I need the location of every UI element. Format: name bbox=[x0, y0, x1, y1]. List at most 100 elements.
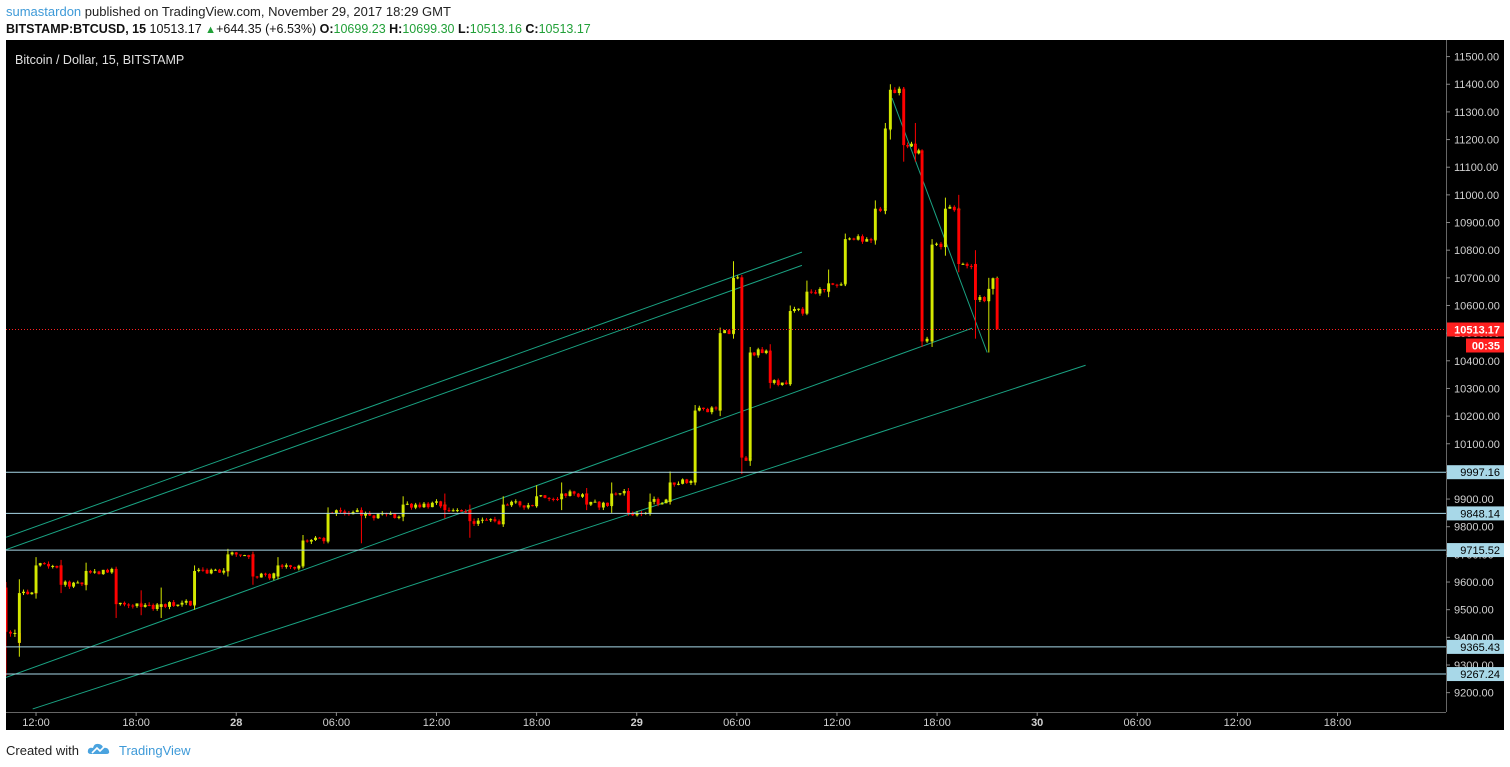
candle-body bbox=[84, 570, 88, 585]
candle-body bbox=[780, 382, 784, 386]
candle-body bbox=[752, 352, 756, 356]
candle-body bbox=[143, 604, 147, 607]
candle-body bbox=[865, 239, 869, 242]
drawing-layer bbox=[5, 97, 1086, 710]
candle-body bbox=[893, 89, 897, 94]
chart-container[interactable]: 9200.009300.009400.009500.009600.009700.… bbox=[4, 40, 1504, 730]
candle-body bbox=[389, 513, 393, 515]
candle-body bbox=[772, 380, 776, 383]
candle-body bbox=[564, 493, 568, 496]
candle-body bbox=[59, 565, 63, 585]
trend-line bbox=[891, 97, 988, 353]
candle-body bbox=[710, 407, 714, 413]
candle-body bbox=[589, 501, 593, 505]
candle-body bbox=[255, 576, 259, 578]
candle-body bbox=[276, 565, 280, 577]
time-tick-label: 12:00 bbox=[423, 717, 451, 729]
candle-body bbox=[63, 581, 67, 585]
trend-line bbox=[5, 264, 803, 551]
price-tick-label: 10600.00 bbox=[1454, 300, 1500, 312]
candle-body bbox=[973, 264, 977, 300]
candle-body bbox=[426, 503, 430, 508]
candle-body bbox=[42, 563, 46, 565]
candle-body bbox=[251, 554, 255, 577]
candle-body bbox=[917, 150, 921, 154]
candle-body bbox=[264, 573, 267, 575]
time-tick-label: 18:00 bbox=[923, 717, 951, 729]
candle-body bbox=[948, 206, 952, 209]
candle-body bbox=[978, 297, 982, 300]
candle-body bbox=[788, 311, 792, 383]
candle-body bbox=[55, 565, 59, 568]
candle-body bbox=[293, 566, 297, 569]
candle-body bbox=[101, 569, 105, 575]
candle-body bbox=[648, 501, 652, 513]
candle-body bbox=[952, 206, 956, 211]
candle-body bbox=[861, 236, 864, 242]
candle-body bbox=[289, 565, 292, 567]
candle-body bbox=[939, 243, 943, 248]
candle-body bbox=[672, 482, 676, 485]
price-axis: 9200.009300.009400.009500.009600.009700.… bbox=[1446, 40, 1504, 730]
candle-body bbox=[172, 602, 176, 606]
candle-body bbox=[339, 510, 343, 512]
low-value: 10513.16 bbox=[469, 22, 522, 36]
price-chart[interactable]: 9200.009300.009400.009500.009600.009700.… bbox=[4, 40, 1504, 730]
candle-body bbox=[460, 510, 463, 512]
tradingview-link[interactable]: TradingView bbox=[118, 743, 191, 758]
candle-body bbox=[176, 604, 180, 606]
time-tick-label: 12:00 bbox=[22, 717, 50, 729]
candle-body bbox=[768, 352, 772, 383]
trend-line bbox=[5, 327, 973, 678]
candle-body bbox=[397, 516, 401, 518]
candle-body bbox=[393, 513, 397, 518]
candle-body bbox=[568, 491, 572, 496]
candle-body bbox=[314, 537, 317, 540]
trend-line bbox=[5, 251, 803, 538]
candle-body bbox=[213, 569, 217, 571]
candle-body bbox=[930, 244, 934, 342]
candle-body bbox=[472, 521, 476, 524]
candle-body bbox=[547, 497, 551, 499]
candle-body bbox=[155, 604, 159, 609]
candle-body bbox=[343, 511, 347, 514]
candle-body bbox=[418, 504, 422, 508]
candle-body bbox=[910, 143, 913, 147]
candle-body bbox=[760, 349, 764, 354]
candle-body bbox=[631, 512, 635, 516]
candle-body bbox=[497, 521, 501, 525]
publisher-username[interactable]: sumastardon bbox=[6, 4, 82, 19]
countdown-box bbox=[1466, 338, 1504, 353]
price-tick-label: 11400.00 bbox=[1454, 79, 1499, 91]
candle-body bbox=[714, 407, 718, 409]
candle-body bbox=[201, 569, 205, 571]
candle-body bbox=[259, 573, 263, 578]
candle-body bbox=[505, 504, 509, 506]
price-tick-label: 10100.00 bbox=[1454, 439, 1500, 451]
candle-body bbox=[839, 284, 843, 286]
candle-body bbox=[597, 501, 601, 508]
candle-body bbox=[878, 208, 882, 211]
chart-title: Bitcoin / Dollar, 15, BITSTAMP bbox=[15, 53, 184, 67]
close-label: C: bbox=[525, 22, 539, 36]
candle-body bbox=[118, 602, 122, 605]
tradingview-cloud-icon bbox=[87, 742, 111, 759]
change-value: +644.35 (+6.53%) bbox=[216, 22, 317, 36]
candle-body bbox=[322, 537, 326, 542]
candle-body bbox=[676, 483, 680, 485]
candle-body bbox=[576, 493, 580, 497]
high-label: H: bbox=[389, 22, 403, 36]
level-label-box bbox=[1447, 667, 1504, 682]
candle-body bbox=[572, 491, 576, 494]
candle-body bbox=[88, 570, 92, 573]
candle-body bbox=[318, 537, 322, 539]
candle-body bbox=[888, 89, 892, 129]
candle-body bbox=[67, 581, 71, 587]
candle-body bbox=[168, 602, 171, 607]
candle-body bbox=[614, 493, 618, 495]
candle-body bbox=[551, 498, 555, 500]
candle-body bbox=[34, 565, 38, 594]
candle-body bbox=[748, 352, 752, 458]
price-tick-label: 10800.00 bbox=[1454, 245, 1500, 257]
candle-body bbox=[581, 494, 584, 497]
